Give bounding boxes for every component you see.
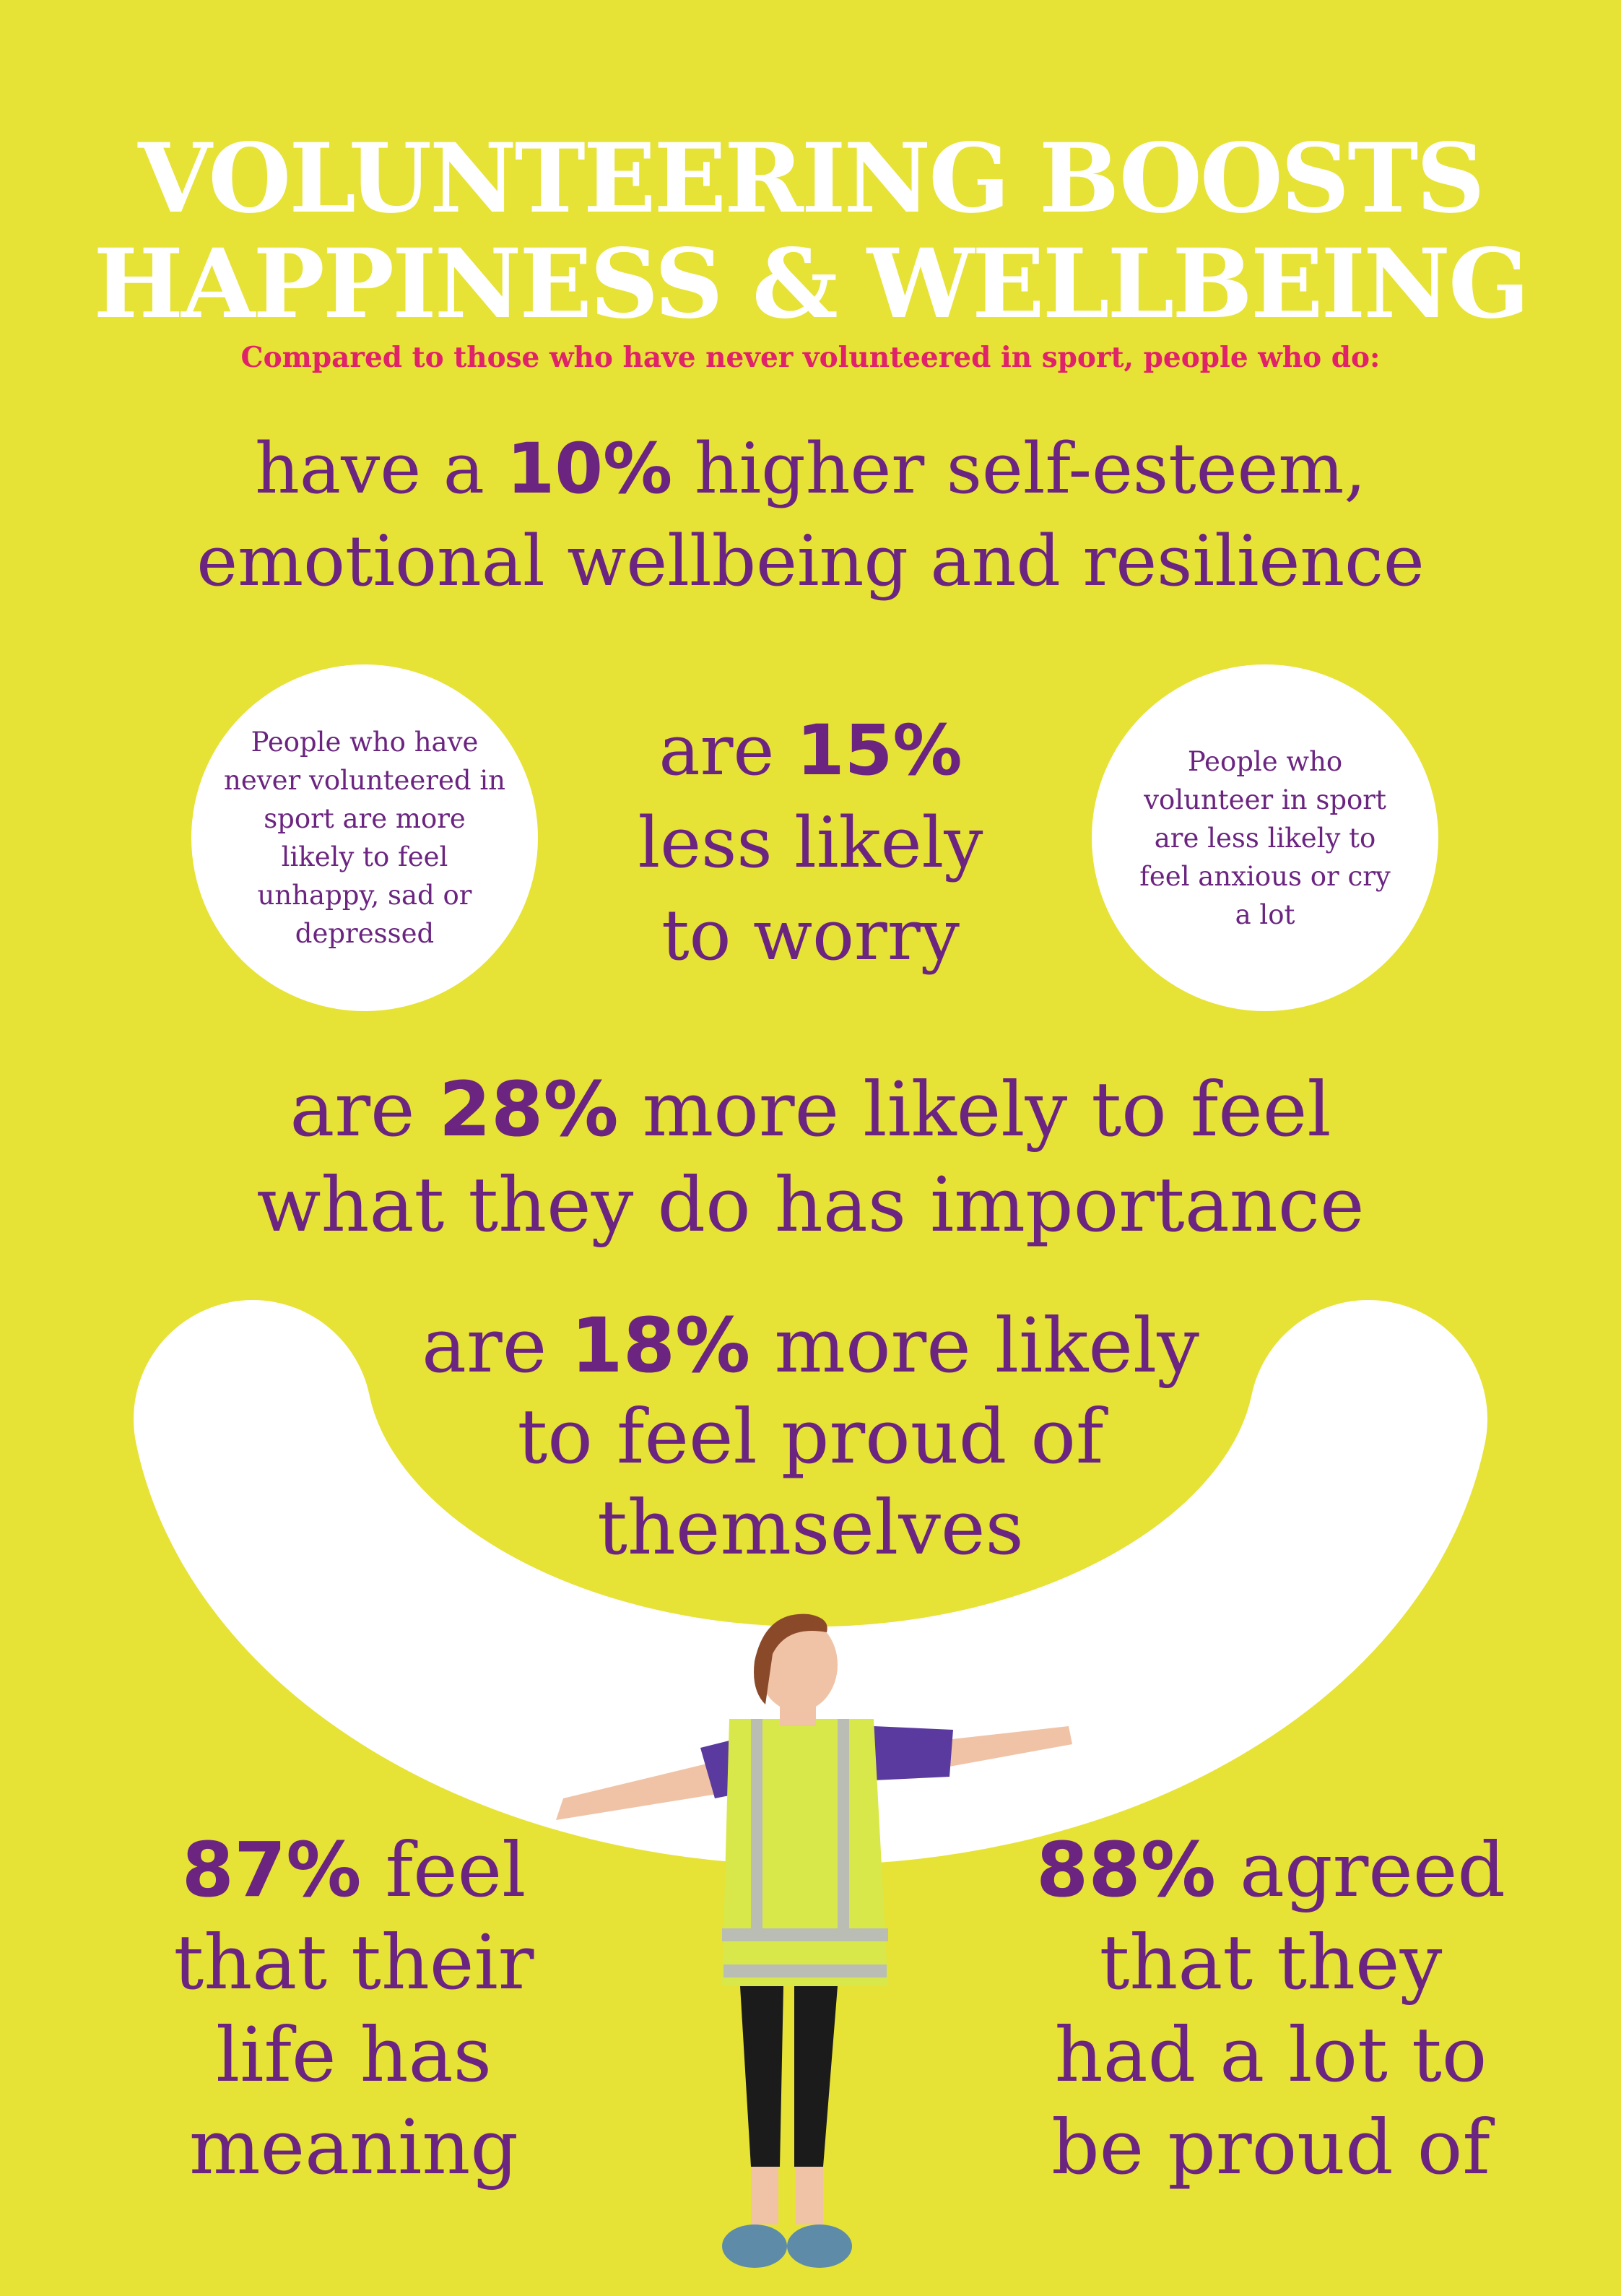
stat-text: agreed [1215,1826,1505,1914]
info-circle-text: People who volunteer in sport are less l… [1139,745,1391,930]
stat-text: are [290,1065,439,1153]
stat-value: 87% [181,1826,362,1914]
stat-text: life has [216,2011,492,2099]
stat-importance: are 28% more likely to feel what they do… [0,1062,1621,1252]
stat-proud: are 18% more likely to feel proud of the… [404,1300,1217,1573]
page-title: VOLUNTEERING BOOSTS HAPPINESS & WELLBEIN… [0,126,1621,337]
stat-text: meaning [189,2103,518,2191]
stat-self-esteem: have a 10% higher self-esteem, emotional… [0,423,1621,607]
stat-text: what they do has importance [256,1161,1365,1249]
page-subtitle: Compared to those who have never volunte… [240,341,1381,374]
stat-text: more likely [750,1301,1199,1390]
stat-text: feel [361,1826,526,1914]
stat-text: had a lot to [1054,2011,1487,2099]
stat-text: higher self-esteem, [672,428,1366,509]
info-circle-left: People who have never volunteered in spo… [191,664,538,1011]
stat-value: 15% [796,710,962,791]
stat-text: are [659,710,796,791]
stat-value: 88% [1036,1826,1216,1914]
stat-text: emotional wellbeing and resilience [196,521,1425,602]
stat-value: 10% [506,428,673,509]
title-line-2: HAPPINESS & WELLBEING [93,228,1529,340]
stat-value: 28% [438,1065,619,1153]
info-circle-right: People who volunteer in sport are less l… [1092,664,1438,1011]
info-circle-text: People who have never volunteered in spo… [224,727,505,949]
stat-text: themselves [597,1483,1024,1572]
volunteer-photo [556,1613,1072,2268]
stat-worry: are 15% less likely to worry [578,704,1043,982]
title-line-1: VOLUNTEERING BOOSTS [138,123,1485,235]
stat-text: to worry [661,895,960,976]
stat-text: to feel proud of [517,1392,1104,1481]
stat-text: be proud of [1051,2103,1490,2191]
stat-meaning: 87% feel that their life has meaning [123,1824,585,2193]
stat-text: more likely to feel [618,1065,1331,1153]
stat-value: 18% [570,1301,751,1390]
stat-text: have a [255,428,507,509]
stat-text: that they [1099,1918,1443,2006]
stat-text: are [422,1301,571,1390]
stat-agreed: 88% agreed that they had a lot to be pro… [1011,1824,1531,2193]
stat-text: less likely [638,802,983,883]
stat-text: that their [173,1918,534,2006]
